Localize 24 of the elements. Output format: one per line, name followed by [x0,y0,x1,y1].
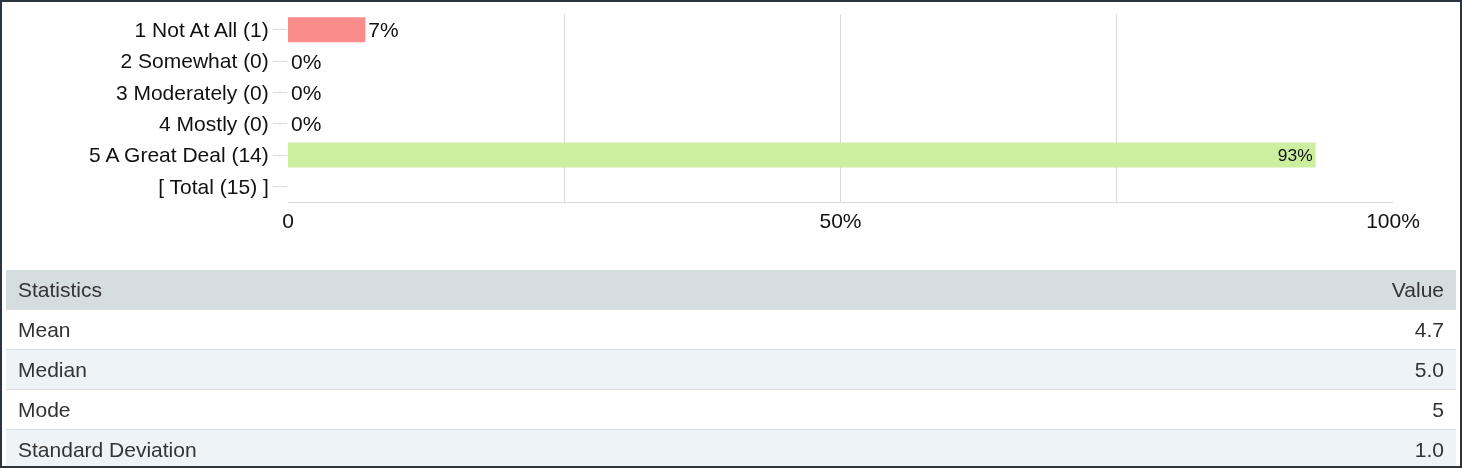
text: 4.7 [1059,309,1456,350]
text: Mode [6,389,1060,430]
text: 5.0 [1059,349,1456,390]
data-label: 0% [291,80,322,104]
data-label: 0% [291,49,322,73]
text: Standard Deviation [6,429,1060,468]
text: 1.0 [1059,429,1456,468]
y-tick-label: 1 Not At All (1) [134,18,269,42]
x-tick-label: 50% [819,209,862,233]
x-tick-label: 0 [282,209,294,233]
text: 5 [1059,389,1456,430]
y-tick-label: 2 Somewhat (0) [120,49,269,73]
y-tick-label: [ Total (15) ] [158,174,269,198]
data-label: 7% [368,18,399,42]
text: Statistics [6,270,1060,310]
data-label: 0% [291,112,322,136]
text: Mean [6,309,1060,350]
data-label: 93% [1277,145,1313,166]
x-tick-label: 100% [1366,209,1420,233]
text: Median [6,349,1060,390]
y-tick-label: 3 Moderately (0) [115,80,269,104]
y-tick-label: 4 Mostly (0) [159,112,269,136]
y-tick-label: 5 A Great Deal (14) [89,143,269,167]
text: Value [1059,270,1456,310]
